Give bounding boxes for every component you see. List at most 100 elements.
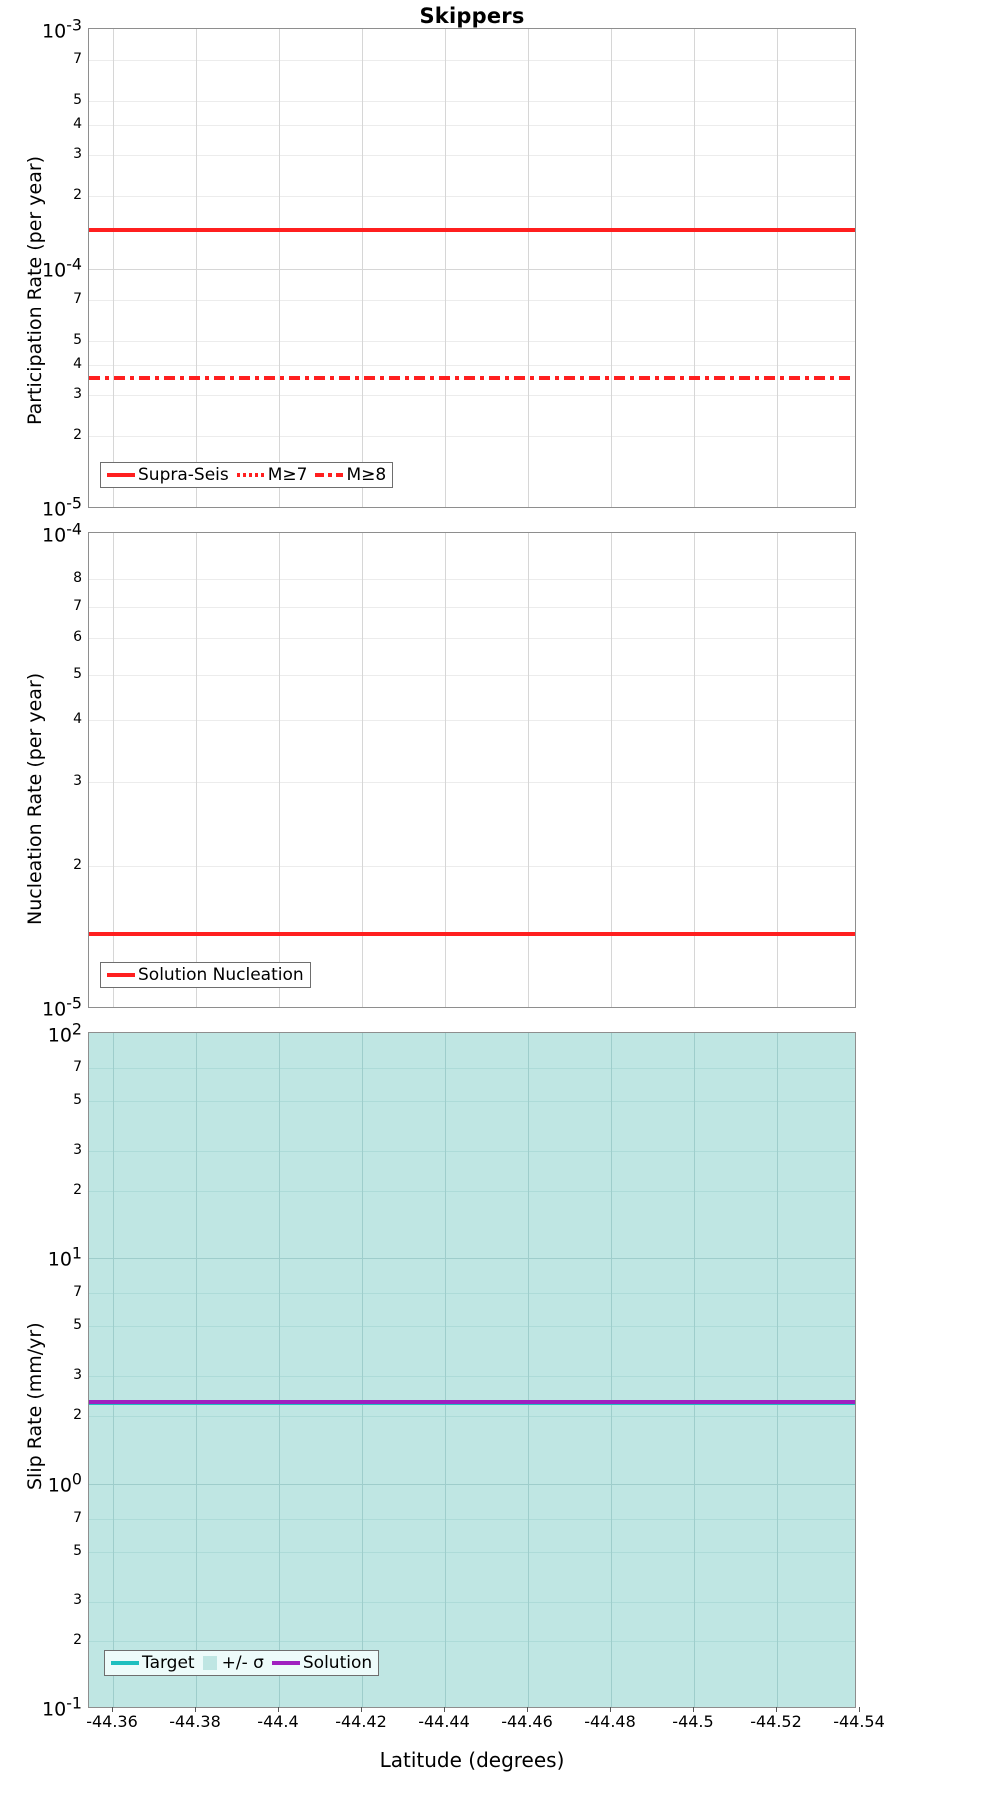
legend-label: M≥7: [267, 465, 308, 485]
y-axis-label-panel-3: Slip Rate (mm/yr): [24, 1322, 46, 1490]
gridline-v: [362, 29, 363, 507]
gridline-h: [89, 394, 855, 396]
y-axis-ticks-panel-3: 102 7 5 3 2 101 7 5 3 2 100 7 5 3 2 10-1: [0, 1019, 82, 1720]
legend-label: Solution Nucleation: [138, 965, 304, 985]
legend-label: Supra-Seis: [138, 465, 229, 485]
line-solid-icon: [107, 473, 135, 477]
legend-label: Target: [142, 1653, 195, 1673]
x-tick-label: -44.5: [672, 1712, 714, 1731]
gridline-v: [611, 29, 612, 507]
gridline-h: [89, 299, 855, 301]
legend-label: +/- σ: [221, 1653, 264, 1673]
y-axis-label-panel-2: Nucleation Rate (per year): [24, 672, 46, 925]
x-tick-label: -44.48: [584, 1712, 636, 1731]
gridline-h: [89, 1150, 855, 1152]
x-axis-ticks: -44.36 -44.38 -44.4 -44.42 -44.44 -44.46…: [86, 1707, 885, 1738]
gridline-h: [89, 579, 855, 581]
gridline-v: [694, 1033, 695, 1707]
y-tick-minor: 7: [73, 51, 82, 67]
gridline-h: [89, 865, 855, 867]
y-tick-minor: 2: [73, 427, 82, 443]
gridline-v: [196, 533, 197, 1007]
gridline-v: [279, 1033, 280, 1707]
y-tick-minor: 5: [73, 1092, 82, 1108]
gridline-v: [611, 1033, 612, 1707]
gridline-h: [89, 436, 855, 437]
gridline-h: [89, 101, 855, 103]
x-tickmark: [361, 1707, 362, 1712]
gridline-v: [113, 1033, 114, 1707]
legend-entry-m-ge-7[interactable]: M≥7: [236, 465, 308, 485]
y-tick-minor: 5: [73, 1317, 82, 1333]
y-tick-major: 10-4: [42, 254, 82, 282]
x-tickmark: [859, 1707, 860, 1712]
y-tick-minor: 7: [73, 598, 82, 614]
y-tick-minor: 7: [73, 291, 82, 307]
y-tick-minor: 7: [73, 1059, 82, 1075]
x-tick-label: -44.38: [169, 1712, 221, 1731]
gridline-v: [113, 29, 114, 507]
legend-panel-2[interactable]: Solution Nucleation: [100, 962, 311, 988]
y-tick-minor: 2: [73, 187, 82, 203]
y-axis-ticks-panel-2: 10-4 8 7 6 5 4 3 2 10-5: [0, 519, 82, 1020]
gridline-h-major: [89, 1483, 855, 1485]
y-tick-minor: 3: [73, 773, 82, 789]
panel-nucleation-rate[interactable]: [88, 532, 856, 1008]
gridline-v: [279, 533, 280, 1007]
y-tick-minor: 2: [73, 1182, 82, 1198]
gridline-v: [694, 533, 695, 1007]
legend-entry-solution[interactable]: Solution: [271, 1653, 372, 1673]
line-dotted-icon: [236, 473, 265, 477]
y-tick-minor: 6: [73, 629, 82, 645]
x-tick-label: -44.52: [750, 1712, 802, 1731]
gridline-v: [113, 533, 114, 1007]
gridline-v: [777, 29, 778, 507]
y-tick-major: 10-5: [42, 993, 82, 1021]
y-tick-minor: 5: [73, 92, 82, 108]
band-patch-icon: [202, 1656, 217, 1670]
gridline-h: [89, 638, 855, 640]
x-tickmark: [527, 1707, 528, 1712]
gridline-h: [89, 606, 855, 608]
gridline-v: [445, 1033, 446, 1707]
line-solid-icon: [271, 1661, 300, 1665]
legend-entry-solution-nucleation[interactable]: Solution Nucleation: [107, 965, 304, 985]
gridline-h: [89, 341, 855, 343]
line-solid-icon: [107, 973, 135, 977]
gridline-h: [89, 196, 855, 197]
y-axis-ticks-panel-1: 10-3 7 5 4 3 2 10-4 7 5 4 3 2 10-5: [0, 15, 82, 520]
legend-entry-supra-seis[interactable]: Supra-Seis: [107, 465, 229, 485]
gridline-h: [89, 59, 855, 61]
panel-participation-rate[interactable]: [88, 28, 856, 508]
gridline-h: [89, 1101, 855, 1102]
gridline-h: [89, 1293, 855, 1295]
y-tick-minor: 5: [73, 332, 82, 348]
gridline-h: [89, 364, 855, 366]
legend-entry-m-ge-8[interactable]: M≥8: [315, 465, 386, 485]
x-tick-label: -44.54: [833, 1712, 885, 1731]
x-tick-label: -44.4: [257, 1712, 299, 1731]
y-tick-major: 10-4: [42, 519, 82, 547]
gridline-v: [196, 29, 197, 507]
gridline-h: [89, 1326, 855, 1328]
panel-slip-rate[interactable]: [88, 1032, 856, 1708]
x-tickmark: [693, 1707, 694, 1712]
x-tick-label: -44.44: [418, 1712, 470, 1731]
x-axis-label: Latitude (degrees): [379, 1748, 565, 1772]
gridline-h: [89, 1376, 855, 1378]
legend-entry-sigma[interactable]: +/- σ: [202, 1653, 264, 1673]
y-tick-minor: 3: [73, 1142, 82, 1158]
y-tick-minor: 7: [73, 1284, 82, 1300]
legend-panel-3[interactable]: Target +/- σ Solution: [104, 1650, 380, 1676]
y-tick-minor: 7: [73, 1510, 82, 1526]
legend-entry-target[interactable]: Target: [111, 1653, 195, 1673]
legend-panel-1[interactable]: Supra-Seis M≥7 M≥8: [100, 462, 394, 488]
line-dashdot-icon: [315, 473, 344, 477]
gridline-h: [89, 1551, 855, 1553]
x-tick-label: -44.36: [86, 1712, 138, 1731]
gridline-h: [89, 1518, 855, 1520]
gridline-h: [89, 781, 855, 783]
y-tick-major: 102: [47, 1019, 82, 1047]
gridline-v: [777, 1033, 778, 1707]
y-axis-label-panel-1: Participation Rate (per year): [24, 155, 46, 425]
